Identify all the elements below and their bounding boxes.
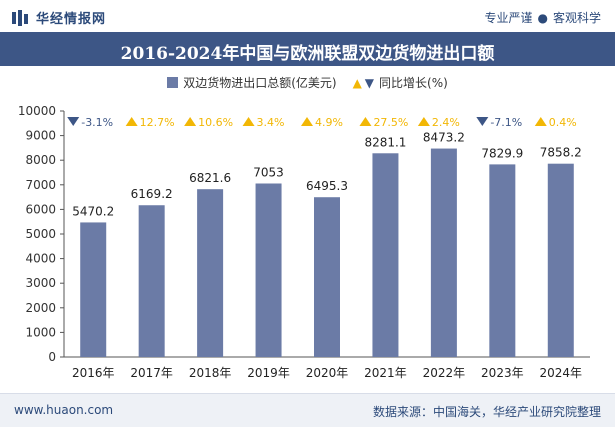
x-tick-label: 2020年 <box>306 366 349 380</box>
legend-swatch-bar <box>167 77 179 88</box>
growth-up-marker <box>534 117 547 126</box>
chart-legend: 双边货物进出口总额(亿美元) ▲ ▼ 同比增长(%) <box>0 74 615 91</box>
bar <box>255 183 282 357</box>
bar <box>138 205 165 357</box>
growth-down-marker <box>476 117 489 126</box>
y-tick-label: 8000 <box>25 153 56 167</box>
growth-up-marker <box>242 117 255 126</box>
x-tick-label: 2018年 <box>189 366 232 380</box>
tagline-right: 客观科学 <box>552 11 601 25</box>
growth-value-label: 0.4% <box>549 116 577 129</box>
growth-up-marker <box>301 117 313 126</box>
legend-item-growth: ▲ ▼ 同比增长(%) <box>353 74 448 91</box>
bar <box>430 148 457 357</box>
legend-down-triangle-icon: ▼ <box>364 75 375 90</box>
y-tick-label: 1000 <box>25 325 56 339</box>
growth-up-marker <box>417 117 430 126</box>
growth-value-label: 4.9% <box>315 116 343 129</box>
bar <box>489 164 516 357</box>
growth-value-label: 12.7% <box>140 116 175 129</box>
y-tick-label: 10000 <box>18 104 56 118</box>
x-tick-label: 2021年 <box>364 366 407 380</box>
tagline-separator: ● <box>537 11 548 25</box>
bar <box>80 222 107 357</box>
bar-value-label: 6169.2 <box>131 187 173 201</box>
footer-url[interactable]: www.huaon.com <box>14 403 114 417</box>
bar-value-label: 7829.9 <box>481 146 523 160</box>
brand[interactable]: 华经情报网 <box>12 8 106 27</box>
bar-value-label: 8281.1 <box>364 135 406 149</box>
growth-up-marker <box>125 117 138 126</box>
legend-label-growth: 同比增长(%) <box>379 76 448 90</box>
growth-value-label: 10.6% <box>198 116 233 129</box>
growth-value-label: 2.4% <box>432 116 460 129</box>
y-tick-label: 7000 <box>25 178 56 192</box>
footer: www.huaon.com 数据来源：中国海关，华经产业研究院整理 <box>0 393 615 427</box>
top-bar: 华经情报网 专业严谨 ● 客观科学 <box>0 0 615 32</box>
growth-value-label: 3.4% <box>257 116 285 129</box>
y-tick-label: 9000 <box>25 129 56 143</box>
x-tick-label: 2019年 <box>247 366 290 380</box>
y-tick-label: 4000 <box>25 252 56 266</box>
x-tick-label: 2017年 <box>130 366 173 380</box>
bar <box>314 197 340 357</box>
bar <box>372 153 399 357</box>
bar-chart: 0 1000 2000 3000 4000 5000 6000 7000 8000 9000 100… <box>18 104 590 380</box>
x-tick-label: 2023年 <box>481 366 524 380</box>
bar <box>197 189 224 357</box>
bar-value-label: 8473.2 <box>423 131 465 145</box>
tagline-left: 专业严谨 <box>484 11 533 25</box>
bar-value-label: 5470.2 <box>72 204 114 218</box>
x-tick-label: 2016年 <box>72 366 115 380</box>
x-tick-label: 2022年 <box>423 366 466 380</box>
growth-down-marker <box>67 117 80 126</box>
growth-value-label: -7.1% <box>490 116 522 129</box>
bar-value-label: 6495.3 <box>306 179 348 193</box>
legend-up-triangle-icon: ▲ <box>352 75 362 90</box>
footer-source: 数据来源：中国海关，华经产业研究院整理 <box>372 405 601 419</box>
growth-value-label: -3.1% <box>81 116 113 129</box>
bar-value-label: 7053 <box>253 165 284 179</box>
legend-item-total: 双边货物进出口总额(亿美元) <box>167 74 337 91</box>
brand-name: 华经情报网 <box>36 12 107 27</box>
bar-value-label: 6821.6 <box>189 171 231 185</box>
y-tick-label: 5000 <box>25 227 56 241</box>
chart-title: 2016-2024年中国与欧洲联盟双边货物进出口额 <box>120 44 495 64</box>
x-tick-label: 2024年 <box>540 366 583 380</box>
brand-logo-icon <box>12 9 28 26</box>
growth-value-label: 27.5% <box>373 116 408 129</box>
bar-value-label: 7858.2 <box>540 146 582 160</box>
bar <box>547 163 574 357</box>
tagline: 专业严谨 ● 客观科学 <box>484 9 601 26</box>
y-tick-label: 2000 <box>25 301 56 315</box>
y-tick-label: 0 <box>48 350 56 364</box>
growth-up-marker <box>184 117 197 126</box>
legend-label-total: 双边货物进出口总额(亿美元) <box>183 76 337 90</box>
y-tick-label: 3000 <box>25 276 56 290</box>
growth-up-marker <box>359 117 372 126</box>
y-tick-label: 6000 <box>25 202 56 216</box>
title-bar: 2016-2024年中国与欧洲联盟双边货物进出口额 <box>0 32 615 66</box>
